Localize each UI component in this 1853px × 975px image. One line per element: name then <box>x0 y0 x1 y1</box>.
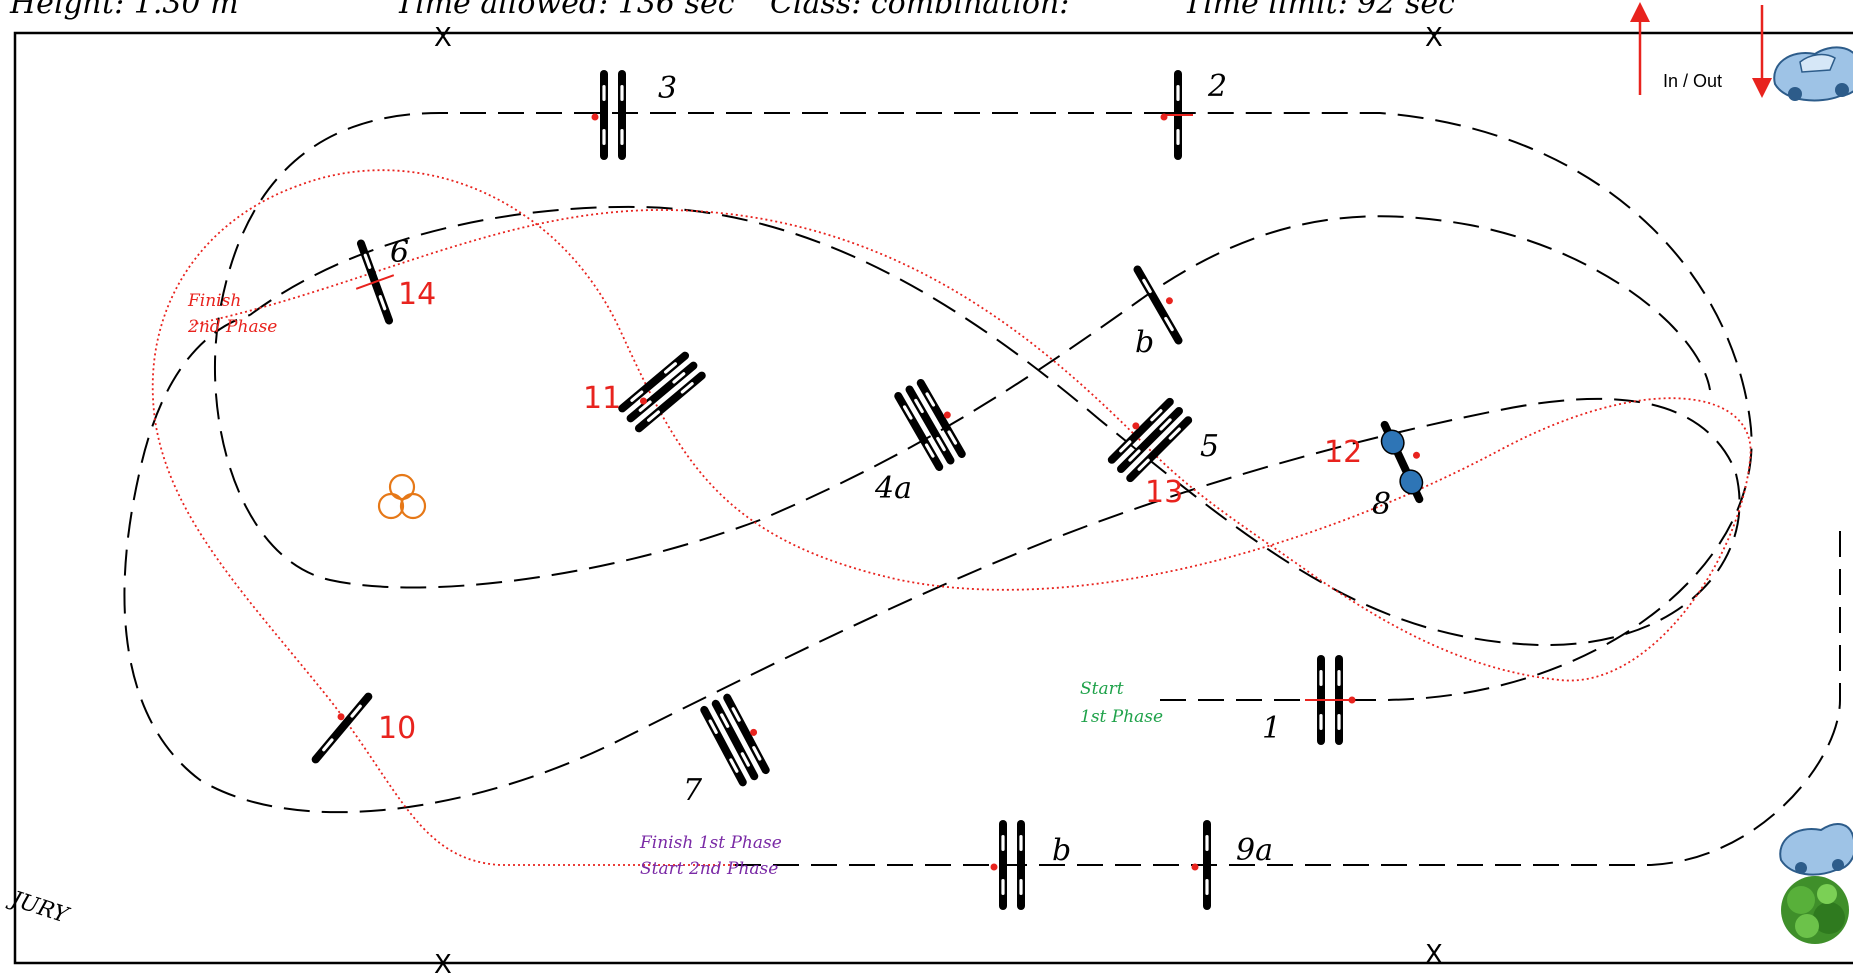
jump-5 <box>1102 392 1194 484</box>
jump-label-1: 1 <box>1262 711 1281 746</box>
jump-label-9b: b <box>1052 833 1071 868</box>
jump-label-8: 8 <box>1372 487 1391 522</box>
x-marker-top-left: X <box>434 23 452 53</box>
jump-9a <box>1191 820 1211 910</box>
jump-label-6: 6 <box>390 235 409 270</box>
time-limit-text: Time limit: 92 sec <box>1183 0 1455 21</box>
in-out-arrows <box>1630 2 1772 98</box>
finish-2nd-phase-line1: Finish <box>187 291 241 311</box>
bush-icon <box>1781 876 1849 944</box>
jump-2 <box>1160 70 1193 160</box>
jump-11 <box>617 350 708 434</box>
time-allowed-text: Time allowed: 136 sec <box>395 0 735 21</box>
flower-symbol-icon <box>377 473 427 520</box>
jump-4a <box>893 374 973 472</box>
first-phase-track <box>123 112 1841 866</box>
jump-1 <box>1305 655 1356 745</box>
jump-3 <box>591 70 627 160</box>
in-out-label: In / Out <box>1663 71 1722 91</box>
jump-label-4a: 4a <box>874 471 912 506</box>
jump-8 <box>1379 419 1425 505</box>
jump-9b <box>990 820 1026 910</box>
jump-6 <box>355 238 395 326</box>
car-icon <box>1773 46 1853 102</box>
class-text: Class: combination: <box>770 0 1070 21</box>
x-markers: X X X X <box>434 23 1443 975</box>
jump-4b <box>1132 264 1184 346</box>
jump-label-9a: 9a <box>1236 833 1273 868</box>
jump-label-7: 7 <box>683 773 703 808</box>
x-marker-bottom-left: X <box>434 950 452 975</box>
jump-label-4b: b <box>1135 325 1154 360</box>
jump-7 <box>699 689 777 787</box>
x-marker-bottom-right: X <box>1425 940 1443 970</box>
height-text: Height: 1.30 m <box>10 0 239 21</box>
start-1st-phase-line2: 1st Phase <box>1080 707 1163 727</box>
jump-label-2: 2 <box>1207 69 1227 104</box>
jump-label-14: 14 <box>398 277 436 312</box>
x-marker-top-right: X <box>1425 23 1443 53</box>
jump-label-11: 11 <box>583 381 621 416</box>
jump-label-13: 13 <box>1145 475 1183 510</box>
arena-border <box>13 31 1853 965</box>
second-phase-route <box>151 169 1752 866</box>
jump-label-10: 10 <box>378 711 416 746</box>
jump-label-3: 3 <box>658 71 677 106</box>
jump-10 <box>310 690 374 766</box>
parked-car-icon <box>1779 823 1853 876</box>
finish-1st-phase-line1: Finish 1st Phase <box>639 833 782 853</box>
jump-label-12: 12 <box>1324 435 1362 470</box>
finish-1st-phase-line2: Start 2nd Phase <box>640 859 778 879</box>
start-1st-phase-line1: Start <box>1080 679 1124 699</box>
jump-label-5: 5 <box>1200 429 1219 464</box>
finish-2nd-phase-line2: 2nd Phase <box>187 317 277 337</box>
